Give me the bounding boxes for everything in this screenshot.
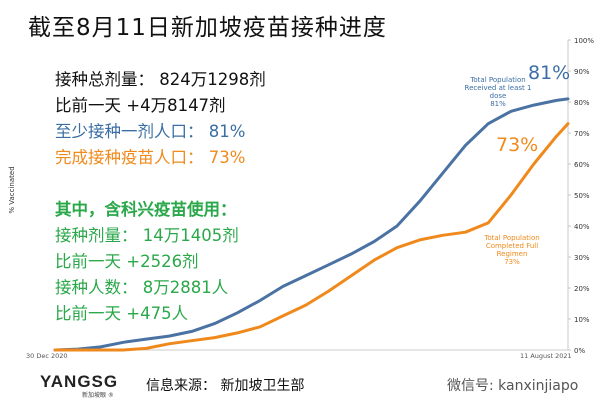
y-tick-label: 10%	[574, 316, 590, 324]
yangsg-logo-subtitle: 新加坡眼 ®	[82, 392, 114, 399]
series-line-at-least-one-dose	[53, 97, 570, 352]
y-axis-label: % Vaccinated	[8, 166, 16, 214]
sinovac-doses-increase: 比前一天 +2526剂	[55, 252, 199, 271]
y-tick-label: 20%	[574, 285, 590, 293]
y-tick-label: 30%	[574, 254, 590, 262]
y-tick-label: 100%	[574, 37, 594, 45]
y-tick-label: 80%	[574, 99, 590, 107]
orange-big-percent: 73%	[496, 134, 539, 156]
y-tick-label: 0%	[574, 347, 585, 355]
x-tick-end: 11 August 2021	[520, 352, 572, 360]
stat-total-doses: 接种总剂量： 824万1298剂	[55, 70, 266, 89]
y-tick-label: 70%	[574, 130, 590, 138]
orange-annotation-line-3: Regimen	[496, 250, 528, 258]
blue-annotation-line-3: dose	[489, 92, 507, 100]
data-source: 信息来源： 新加坡卫生部	[146, 378, 305, 394]
y-tick-label: 50%	[574, 192, 590, 200]
orange-annotation-line-1: Total Population	[484, 234, 540, 242]
blue-annotation-line-2: Received at least 1	[464, 84, 532, 92]
orange-annotation-line-2: Completed Full	[485, 242, 539, 250]
series-line-fully-vaccinated	[53, 122, 570, 352]
orange-series-annotation: Total Population Completed Full Regimen …	[464, 234, 560, 266]
sinovac-people-increase: 比前一天 +475人	[55, 304, 189, 323]
sinovac-people: 接种人数： 8万2881人	[55, 278, 229, 297]
stat-fully-vaccinated: 完成接种疫苗人口： 73%	[55, 148, 246, 167]
y-tick-label: 40%	[574, 223, 590, 231]
blue-annotation-line-1: Total Population	[470, 76, 526, 84]
stat-daily-increase: 比前一天 +4万8147剂	[55, 96, 226, 115]
blue-big-percent: 81%	[528, 62, 571, 84]
orange-annotation-line-4: 73%	[504, 258, 520, 266]
x-tick-start: 30 Dec 2020	[26, 352, 68, 360]
chart-title: 截至8月11日新加坡疫苗接种进度	[28, 15, 387, 41]
y-tick-label: 60%	[574, 161, 590, 169]
stat-at-least-one: 至少接种一剂人口： 81%	[55, 122, 246, 141]
yangsg-logo: YANGSG	[40, 372, 119, 391]
sinovac-heading: 其中，含科兴疫苗使用：	[55, 200, 237, 219]
sinovac-doses: 接种剂量： 14万1405剂	[55, 226, 239, 245]
blue-series-annotation: Total Population Received at least 1 dos…	[450, 76, 546, 108]
y-tick-label: 90%	[574, 68, 590, 76]
wechat-id: 微信号: kanxinjiapo	[447, 378, 579, 394]
blue-annotation-line-4: 81%	[490, 100, 506, 108]
